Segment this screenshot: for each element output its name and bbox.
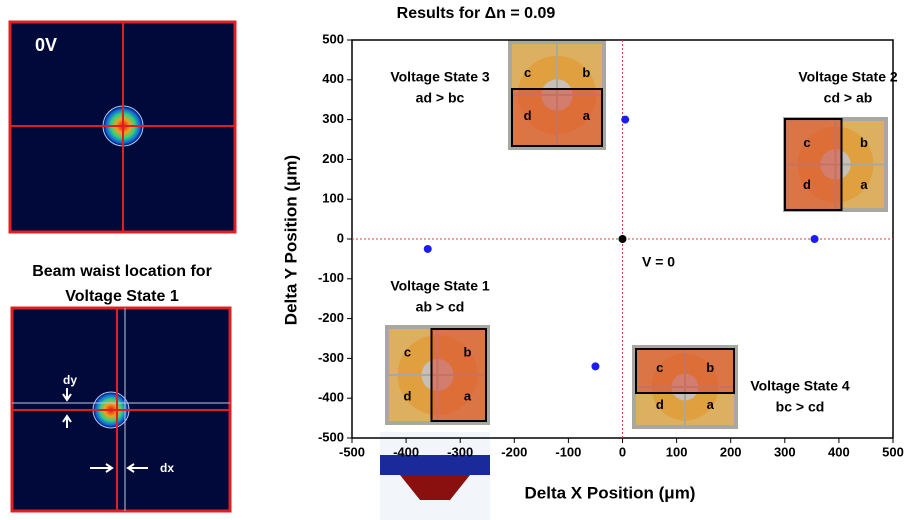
y-tick-label: -300 (318, 350, 344, 365)
image-label: 0V (35, 35, 57, 55)
annotation: Voltage State 4 (750, 378, 850, 394)
x-tick-label: -400 (393, 444, 419, 459)
x-tick-label: 0 (619, 444, 626, 459)
electrode-letter: a (707, 397, 715, 412)
annotation: V = 0 (642, 254, 675, 270)
electrode-letter: b (582, 65, 590, 80)
active-electrodes (784, 118, 843, 211)
active-electrodes (430, 328, 487, 422)
electrode-letter: a (860, 177, 868, 192)
y-tick-label: 500 (322, 31, 344, 46)
point (618, 235, 627, 243)
electrode-letter: b (464, 344, 472, 359)
waveguide-layer (380, 455, 490, 475)
arrow (62, 388, 72, 428)
electrode-letter: c (404, 344, 411, 359)
x-tick-label: 400 (828, 444, 850, 459)
annotation-subtext: ad > bc (416, 90, 465, 106)
y-tick-label: -200 (318, 310, 344, 325)
arrow (90, 463, 148, 473)
electrode-letter: c (803, 135, 810, 150)
electrode-letter: d (404, 388, 412, 403)
annotation: Voltage State 2 (798, 69, 898, 85)
x-axis-label: Delta X Position (μm) (525, 483, 696, 502)
y-tick-label: 300 (322, 111, 344, 126)
y-tick-label: 200 (322, 151, 344, 166)
annotation-subtext: bc > cd (776, 399, 825, 415)
caption: Voltage State 1 (65, 288, 179, 305)
electrode-letter: a (583, 108, 591, 123)
x-tick-label: -100 (555, 444, 581, 459)
electrode-letter: c (524, 65, 531, 80)
point (621, 115, 630, 124)
caption: Beam waist location for (32, 263, 212, 280)
annotation: Voltage State 3 (390, 69, 490, 85)
electrode-letter: d (524, 108, 532, 123)
electrode-letter: d (656, 397, 664, 412)
chart-title: Results for Δn = 0.09 (397, 5, 556, 22)
y-tick-label: -100 (318, 270, 344, 285)
active-electrodes (635, 348, 735, 394)
annotation-subtext: cd > ab (824, 90, 873, 106)
y-tick-label: 400 (322, 71, 344, 86)
point (810, 235, 819, 243)
annotation: Voltage State 1 (390, 278, 490, 294)
dx-label: dx (160, 461, 174, 475)
x-tick-label: 100 (666, 444, 688, 459)
active-electrodes (511, 88, 603, 147)
x-tick-label: -200 (501, 444, 527, 459)
y-axis-label: Delta Y Position (μm) (281, 155, 300, 325)
point (423, 244, 432, 253)
y-tick-label: 0 (337, 230, 344, 245)
x-tick-label: -300 (447, 444, 473, 459)
y-tick-label: -500 (318, 429, 344, 444)
point (591, 362, 600, 371)
x-tick-label: 500 (882, 444, 904, 459)
y-tick-label: -400 (318, 390, 344, 405)
electrode-letter: b (706, 360, 714, 375)
electrode-letter: c (656, 360, 663, 375)
waveguide-core (400, 475, 470, 500)
x-tick-label: 200 (720, 444, 742, 459)
electrode-letter: a (464, 388, 472, 403)
electrode-letter: b (860, 135, 868, 150)
x-tick-label: 300 (774, 444, 796, 459)
dy-label: dy (63, 373, 77, 387)
electrode-letter: d (803, 177, 811, 192)
y-tick-label: 100 (322, 191, 344, 206)
x-tick-label: -500 (339, 444, 365, 459)
annotation-subtext: ab > cd (416, 299, 465, 315)
